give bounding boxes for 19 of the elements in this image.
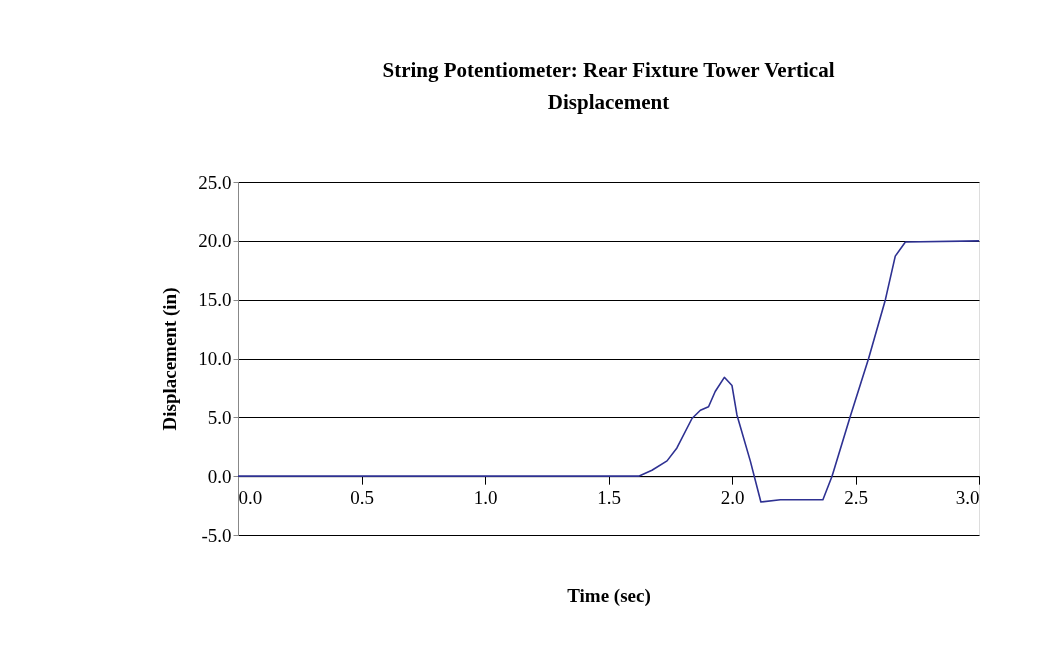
x-tick-label: 2.5 <box>844 486 868 508</box>
y-tick-label: 25.0 <box>198 171 232 193</box>
y-tick-label: 15.0 <box>198 289 232 311</box>
y-tick-label: 20.0 <box>198 230 232 252</box>
x-tick-label: 0.0 <box>238 486 263 508</box>
x-tick-label: 1.5 <box>597 486 621 508</box>
y-tick-label: -5.0 <box>201 524 232 546</box>
x-axis-title: Time (sec) <box>567 584 651 607</box>
y-tick-label: 5.0 <box>207 406 232 428</box>
line-series <box>237 240 980 503</box>
x-tick-label: 2.0 <box>720 486 745 508</box>
x-tick-label: 3.0 <box>955 486 980 508</box>
x-tick-label: 1.0 <box>473 486 498 508</box>
y-tick-label: 10.0 <box>198 348 232 369</box>
text: Displacement <box>547 90 670 114</box>
y-tick-label: 0.0 <box>207 465 232 487</box>
y-axis-title: Displacement (in) <box>159 287 182 431</box>
x-tick-label: 0.5 <box>350 486 374 508</box>
text: String Potentiometer: Rear Fixture Tower Vertical <box>382 58 835 82</box>
